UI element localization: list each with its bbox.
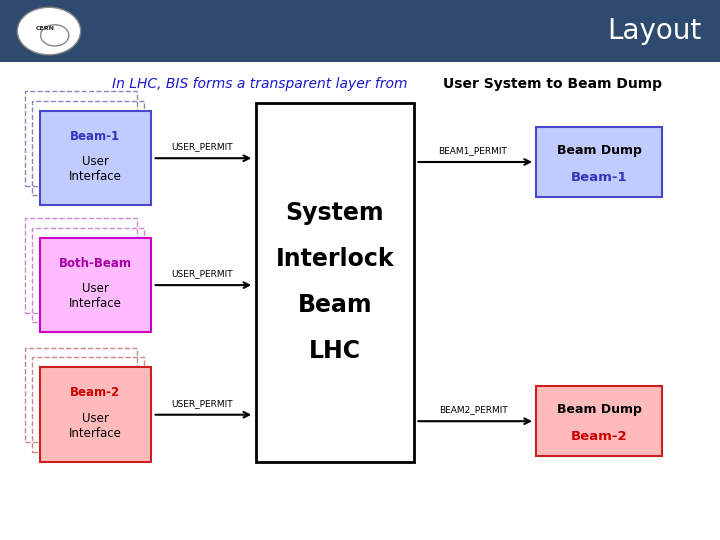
Text: User
Interface: User Interface [69,156,122,183]
Bar [25,218,137,313]
Text: In LHC, BIS forms a transparent layer from: In LHC, BIS forms a transparent layer fr… [112,77,411,91]
Text: USER_PERMIT: USER_PERMIT [171,142,233,151]
Text: Beam Dump: Beam Dump [557,144,642,157]
Text: Beam Dump: Beam Dump [557,403,642,416]
Text: User System to Beam Dump: User System to Beam Dump [443,77,662,91]
Text: LHC: LHC [309,339,361,363]
Bar [32,101,144,195]
Bar [536,386,662,456]
Circle shape [17,7,81,55]
Text: Both-Beam: Both-Beam [59,256,132,269]
Text: Beam-1: Beam-1 [571,171,628,184]
Bar [256,103,414,462]
Text: User
Interface: User Interface [69,282,122,310]
Text: USER_PERMIT: USER_PERMIT [171,399,233,408]
Text: BEAM2_PERMIT: BEAM2_PERMIT [438,405,508,414]
Bar [536,127,662,197]
Bar [40,238,151,332]
Bar [32,228,144,322]
Bar [25,348,137,442]
Bar [40,367,151,462]
Bar [40,111,151,205]
Text: BEAM1_PERMIT: BEAM1_PERMIT [438,146,508,155]
Text: Beam-2: Beam-2 [571,430,628,443]
Text: USER_PERMIT: USER_PERMIT [171,269,233,278]
Text: CERN: CERN [36,26,55,31]
Bar [0,0,720,62]
Text: Layout: Layout [608,17,702,45]
Bar [32,357,144,452]
Text: Interlock: Interlock [276,247,394,271]
Text: Beam: Beam [297,293,372,317]
Text: Beam-2: Beam-2 [71,386,120,399]
Text: User
Interface: User Interface [69,412,122,440]
Text: System: System [286,201,384,225]
Bar [25,91,137,186]
Text: Beam-1: Beam-1 [71,130,120,143]
